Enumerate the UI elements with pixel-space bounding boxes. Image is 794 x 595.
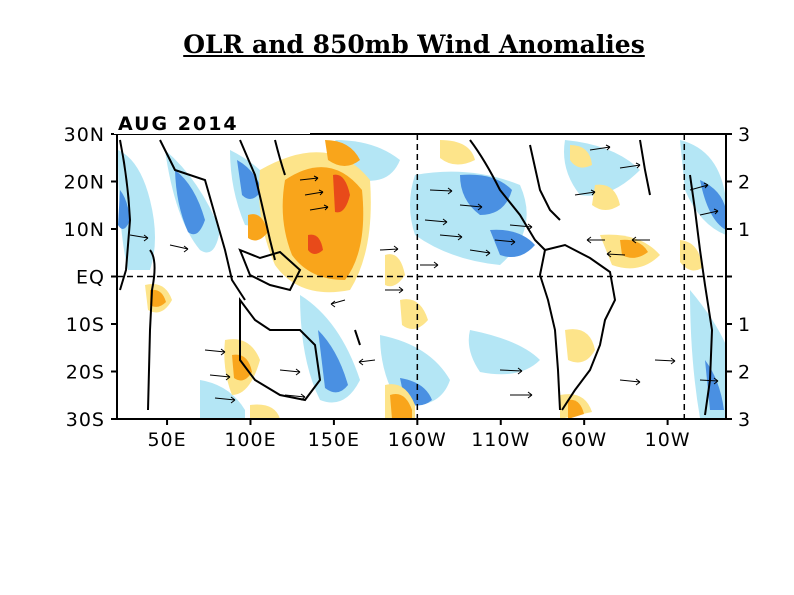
- africa-coastline: [119, 139, 132, 291]
- right-axis-label: 3: [738, 124, 751, 146]
- southeast-asia-coast: [239, 139, 276, 261]
- south-america-east-coast: [544, 243, 617, 411]
- negative-anomalies: [118, 160, 726, 410]
- lat-label: 10S: [66, 314, 105, 336]
- reference-lines: [117, 134, 726, 419]
- right-axis-label: 2: [738, 362, 751, 384]
- indonesia-islands: [238, 248, 302, 292]
- north-america-west-coast: [469, 139, 546, 251]
- lat-label: 30N: [64, 124, 105, 146]
- lon-label: 10W: [645, 429, 691, 451]
- right-axis-label: 3: [738, 409, 751, 431]
- strong-positive-anomalies: [308, 174, 350, 254]
- india-coast: [214, 214, 246, 301]
- right-axis-label: 2: [738, 172, 751, 194]
- lon-label: 110W: [471, 429, 530, 451]
- south-america-west-coast: [538, 249, 561, 411]
- lon-label: 60W: [561, 429, 607, 451]
- china-coast: [274, 139, 286, 176]
- africa-east-coast: [147, 249, 156, 411]
- new-zealand: [354, 329, 361, 346]
- wind-vectors: [129, 144, 719, 404]
- map-axes: 30N 3 20N 2 10N 1 EQ 10S 1 20S 2 30S 3 50E 100E 150E 160…: [64, 124, 751, 451]
- coastlines: [119, 139, 714, 416]
- date-label: AUG 2014: [118, 113, 239, 135]
- right-axis-label: 1: [738, 219, 751, 241]
- lon-label: 50E: [147, 429, 186, 451]
- gulf-coast: [529, 144, 561, 221]
- lat-label: 30S: [66, 409, 105, 431]
- europe-coast: [639, 139, 651, 196]
- olr-anomaly-shading: [118, 140, 726, 419]
- date-label-background: [114, 110, 310, 134]
- arabia-india-coast: [159, 139, 216, 216]
- lon-label: 160W: [388, 429, 447, 451]
- lat-label: 10N: [64, 219, 105, 241]
- right-axis-label: 1: [738, 314, 751, 336]
- lat-label: EQ: [76, 267, 105, 289]
- slide-title: OLR and 850mb Wind Anomalies: [183, 30, 645, 59]
- lat-label: 20N: [64, 172, 105, 194]
- lat-label: 20S: [66, 362, 105, 384]
- lon-label: 150E: [308, 429, 360, 451]
- west-africa-coast: [689, 174, 714, 416]
- australia-coast: [239, 297, 322, 402]
- lon-label: 100E: [224, 429, 276, 451]
